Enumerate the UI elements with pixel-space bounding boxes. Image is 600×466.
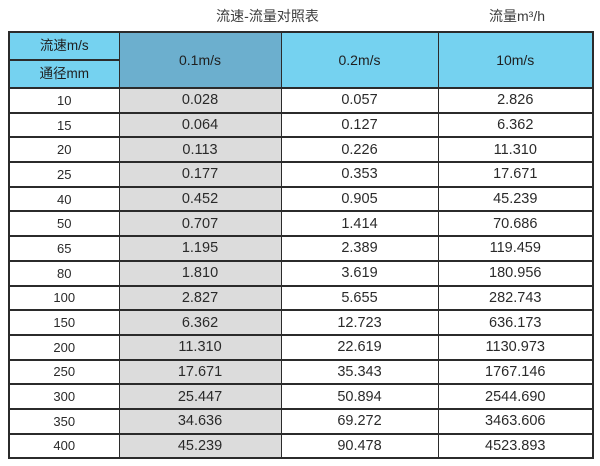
flow-value-cell: 1.195	[118, 235, 282, 262]
table-row: 80 1.810 3.619 180.956	[8, 259, 594, 287]
flow-value-cell: 636.173	[437, 309, 594, 336]
table-row: 150 6.362 12.723 636.173	[8, 309, 594, 336]
table-row: 350 34.636 69.272 3463.606	[8, 407, 594, 435]
flow-value-cell: 4523.893	[437, 432, 594, 460]
table-header: 流速m/s 通径mm 0.1m/s 0.2m/s 10m/s	[8, 31, 594, 89]
flow-value-cell: 0.177	[118, 161, 282, 188]
flow-value-cell: 1767.146	[437, 358, 594, 386]
diameter-cell: 400	[8, 432, 120, 460]
diameter-cell: 100	[8, 284, 120, 312]
flow-value-cell: 0.452	[118, 185, 282, 213]
diameter-cell: 15	[8, 111, 120, 139]
diameter-cell: 10	[8, 87, 120, 114]
diameter-cell: 20	[8, 136, 120, 164]
table-body: 10 0.028 0.057 2.826 15 0.064 0.127 6.362 20 0.11…	[8, 87, 594, 460]
table-row: 100 2.827 5.655 282.743	[8, 284, 594, 312]
header-row: 流速m/s 通径mm 0.1m/s 0.2m/s 10m/s	[8, 31, 594, 89]
table-row: 10 0.028 0.057 2.826	[8, 87, 594, 114]
flow-value-cell: 0.226	[280, 136, 439, 164]
table-row: 20 0.113 0.226 11.310	[8, 136, 594, 164]
flow-value-cell: 119.459	[437, 235, 594, 262]
diameter-cell: 200	[8, 333, 120, 361]
flow-value-cell: 45.239	[437, 185, 594, 213]
flow-value-cell: 50.894	[280, 383, 439, 410]
table-row: 15 0.064 0.127 6.362	[8, 111, 594, 139]
flow-value-cell: 0.905	[280, 185, 439, 213]
flow-value-cell: 282.743	[437, 284, 594, 312]
corner-header-cell: 流速m/s 通径mm	[8, 31, 120, 89]
table-row: 200 11.310 22.619 1130.973	[8, 333, 594, 361]
flow-value-cell: 180.956	[437, 259, 594, 287]
flow-value-cell: 69.272	[280, 407, 439, 435]
table-row: 25 0.177 0.353 17.671	[8, 161, 594, 188]
flow-value-cell: 1130.973	[437, 333, 594, 361]
flow-value-cell: 0.057	[280, 87, 439, 114]
diameter-cell: 50	[8, 210, 120, 238]
table-row: 400 45.239 90.478 4523.893	[8, 432, 594, 460]
diameter-cell: 25	[8, 161, 120, 188]
flow-value-cell: 45.239	[118, 432, 282, 460]
flow-value-cell: 2544.690	[437, 383, 594, 410]
flow-value-cell: 70.686	[437, 210, 594, 238]
corner-bottom-label: 通径mm	[39, 66, 90, 81]
table-row: 300 25.447 50.894 2544.690	[8, 383, 594, 410]
flow-value-cell: 35.343	[280, 358, 439, 386]
flow-value-cell: 1.810	[118, 259, 282, 287]
diameter-cell: 80	[8, 259, 120, 287]
diameter-cell: 40	[8, 185, 120, 213]
flow-value-cell: 12.723	[280, 309, 439, 336]
table-row: 65 1.195 2.389 119.459	[8, 235, 594, 262]
flow-value-cell: 0.127	[280, 111, 439, 139]
flow-value-cell: 5.655	[280, 284, 439, 312]
flow-value-cell: 0.113	[118, 136, 282, 164]
flow-value-cell: 90.478	[280, 432, 439, 460]
table-row: 50 0.707 1.414 70.686	[8, 210, 594, 238]
flow-value-cell: 22.619	[280, 333, 439, 361]
flow-value-cell: 3463.606	[437, 407, 594, 435]
flow-value-cell: 2.827	[118, 284, 282, 312]
corner-top-label: 流速m/s	[10, 33, 119, 61]
flow-value-cell: 1.414	[280, 210, 439, 238]
flow-value-cell: 6.362	[437, 111, 594, 139]
diameter-cell: 300	[8, 383, 120, 410]
diameter-cell: 150	[8, 309, 120, 336]
column-header-0.1ms: 0.1m/s	[118, 31, 282, 89]
flow-value-cell: 3.619	[280, 259, 439, 287]
flow-value-cell: 34.636	[118, 407, 282, 435]
column-header-10ms: 10m/s	[437, 31, 594, 89]
page-title: 流速-流量对照表	[216, 8, 319, 24]
table-row: 40 0.452 0.905 45.239	[8, 185, 594, 213]
flow-value-cell: 11.310	[118, 333, 282, 361]
diameter-cell: 350	[8, 407, 120, 435]
diameter-cell: 250	[8, 358, 120, 386]
diameter-cell: 65	[8, 235, 120, 262]
flow-value-cell: 0.707	[118, 210, 282, 238]
flow-rate-table: 流速m/s 通径mm 0.1m/s 0.2m/s 10m/s 10 0.028 0.…	[8, 31, 594, 460]
flow-value-cell: 17.671	[118, 358, 282, 386]
flow-value-cell: 11.310	[437, 136, 594, 164]
flow-value-cell: 2.389	[280, 235, 439, 262]
table-row: 250 17.671 35.343 1767.146	[8, 358, 594, 386]
flow-value-cell: 0.064	[118, 111, 282, 139]
flow-value-cell: 6.362	[118, 309, 282, 336]
column-header-0.2ms: 0.2m/s	[280, 31, 439, 89]
flow-value-cell: 0.028	[118, 87, 282, 114]
flow-value-cell: 17.671	[437, 161, 594, 188]
flow-value-cell: 25.447	[118, 383, 282, 410]
title-bar: 流速-流量对照表 流量m³/h	[0, 4, 600, 30]
flow-value-cell: 0.353	[280, 161, 439, 188]
flow-value-cell: 2.826	[437, 87, 594, 114]
flow-unit-label: 流量m³/h	[489, 8, 545, 24]
